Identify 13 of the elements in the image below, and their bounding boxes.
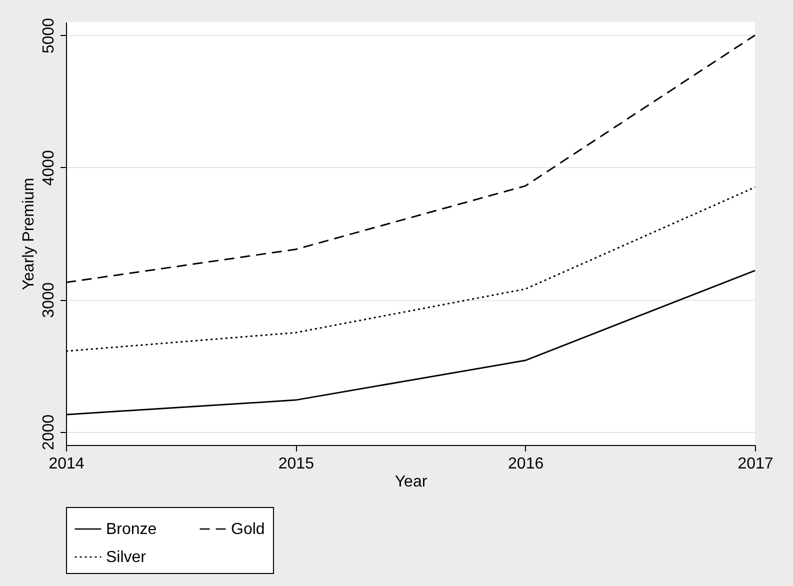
x-tick-label: 2017 [738,456,774,472]
y-tick-label: 5000 [40,18,58,54]
y-tick-label: 3000 [40,282,58,318]
x-tick-label: 2016 [508,456,544,472]
x-tick-label: 2014 [48,456,84,472]
legend-label: Bronze [106,521,157,538]
y-tick-label: 4000 [40,150,58,186]
y-axis-title: Yearly Premium [20,178,38,290]
legend-label: Silver [106,549,147,566]
x-tick-label: 2015 [278,456,314,472]
y-tick-label: 2000 [40,414,58,450]
legend-label: Gold [231,521,265,538]
x-axis-title: Year [394,474,428,490]
